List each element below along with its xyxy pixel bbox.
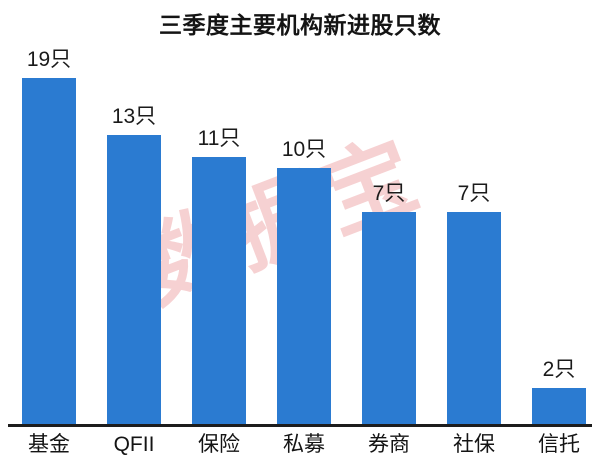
x-axis-label-6: 信托 <box>538 433 580 456</box>
bar-value-5: 7只 <box>457 182 491 205</box>
x-axis-line <box>8 424 592 427</box>
bar-4[interactable] <box>362 212 416 424</box>
x-axis-label-2: 保险 <box>198 433 240 456</box>
chart-title: 三季度主要机构新进股只数 <box>159 12 441 38</box>
bar-value-4: 7只 <box>372 182 406 205</box>
x-axis-label-5: 社保 <box>453 433 495 456</box>
bar-0[interactable] <box>22 78 76 424</box>
bar-3[interactable] <box>277 168 331 424</box>
bar-value-0: 19只 <box>26 48 72 71</box>
bar-value-3: 10只 <box>281 138 327 161</box>
x-axis-label-1: QFII <box>113 433 155 456</box>
plot-area: 19只 13只 11只 10只 7只 7只 2只 <box>0 46 600 424</box>
x-axis-label-3: 私募 <box>283 433 325 456</box>
bar-value-6: 2只 <box>542 358 576 381</box>
bar-5[interactable] <box>447 212 501 424</box>
bar-value-2: 11只 <box>197 127 241 150</box>
x-axis-label-0: 基金 <box>28 433 70 456</box>
bar-6[interactable] <box>532 388 586 424</box>
x-axis-label-4: 券商 <box>368 433 410 456</box>
bar-2[interactable] <box>192 157 246 424</box>
bar-1[interactable] <box>107 135 161 424</box>
bar-value-1: 13只 <box>111 105 157 128</box>
